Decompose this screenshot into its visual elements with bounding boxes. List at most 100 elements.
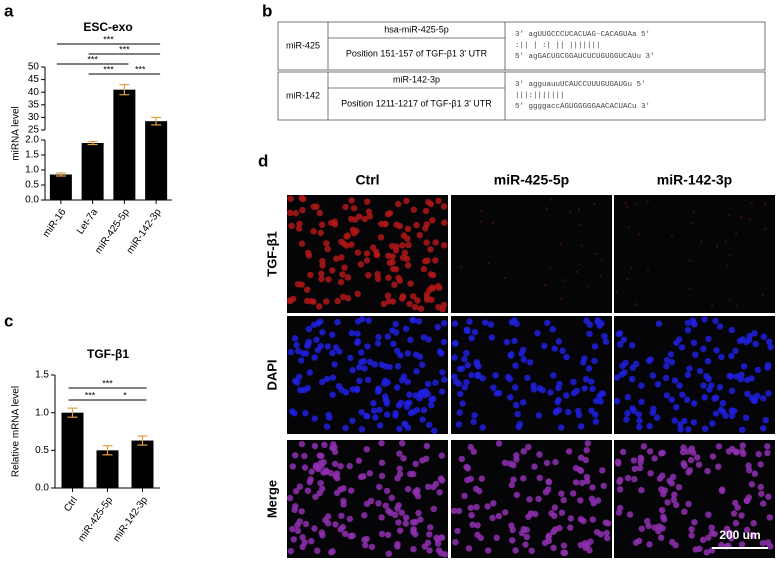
cell — [599, 390, 606, 397]
cell — [636, 417, 643, 424]
cell — [541, 342, 548, 350]
cell — [716, 323, 724, 330]
cell — [314, 320, 322, 327]
cell — [549, 198, 553, 201]
cell — [638, 486, 645, 494]
cell — [289, 525, 296, 533]
cell — [416, 395, 423, 402]
cell — [355, 457, 363, 464]
cell — [545, 486, 552, 493]
cell — [647, 356, 654, 363]
cell — [346, 462, 353, 470]
cell — [684, 396, 691, 403]
cell — [688, 526, 695, 533]
cell — [367, 497, 375, 505]
cell — [295, 225, 303, 232]
cell — [364, 198, 371, 205]
cell — [724, 240, 727, 243]
cell — [440, 338, 448, 346]
cell — [754, 392, 761, 399]
cell — [287, 209, 294, 216]
cell — [385, 531, 392, 538]
cell — [388, 494, 395, 501]
cell — [524, 374, 531, 382]
bar — [96, 450, 119, 488]
cell — [597, 531, 604, 538]
cell — [659, 449, 666, 456]
cell — [404, 262, 412, 269]
cell — [378, 440, 385, 447]
cell — [470, 418, 477, 425]
cell — [325, 276, 332, 283]
cell — [572, 464, 580, 472]
cell — [393, 221, 400, 228]
y-tick-label: 1.5 — [35, 370, 49, 381]
micrograph — [286, 440, 449, 558]
cell — [310, 298, 317, 305]
cell — [410, 546, 417, 553]
cell — [317, 229, 324, 237]
cell — [520, 346, 527, 354]
cell — [452, 340, 459, 347]
cell — [306, 369, 314, 376]
cell — [311, 525, 318, 532]
cell — [685, 426, 692, 433]
y-tick-label: 40 — [28, 87, 40, 98]
cell — [638, 382, 645, 389]
cell — [751, 397, 759, 404]
cell — [402, 514, 410, 521]
cell — [551, 512, 558, 520]
cell — [406, 391, 413, 398]
cell — [320, 459, 327, 466]
cell — [764, 443, 771, 450]
cell — [495, 440, 503, 447]
cell — [292, 452, 299, 459]
cell — [430, 505, 437, 513]
cell — [450, 507, 458, 515]
cell — [715, 463, 722, 470]
cell — [760, 395, 767, 402]
cell — [549, 326, 556, 333]
cell — [396, 277, 403, 284]
cell — [318, 275, 325, 283]
cell — [668, 396, 675, 403]
cell — [303, 297, 311, 305]
cell — [702, 425, 709, 432]
cell — [505, 373, 512, 381]
cell — [304, 487, 312, 494]
cell — [466, 318, 473, 325]
cell — [545, 208, 548, 211]
cell — [646, 422, 653, 430]
micrograph — [450, 440, 612, 558]
cell — [664, 499, 671, 506]
cell — [415, 509, 422, 517]
panel-letter: a — [4, 1, 14, 20]
cell — [700, 240, 703, 243]
cell — [287, 548, 294, 555]
cell — [384, 411, 391, 418]
cell — [525, 443, 532, 451]
cell — [490, 500, 497, 507]
cell — [406, 300, 413, 308]
cell — [638, 525, 645, 532]
cell — [691, 321, 698, 328]
cell — [458, 455, 465, 463]
cell — [599, 467, 606, 474]
cell — [690, 222, 693, 225]
cell — [433, 534, 440, 541]
cell — [287, 349, 295, 356]
cell — [624, 410, 631, 417]
cell — [593, 202, 596, 206]
cell — [286, 494, 294, 502]
cell — [575, 270, 578, 274]
cell — [708, 530, 716, 537]
cell — [663, 357, 671, 364]
cell — [691, 400, 698, 407]
cell — [646, 268, 650, 271]
cell — [629, 364, 637, 371]
cell — [474, 371, 482, 378]
cell — [709, 453, 717, 460]
cell — [298, 440, 306, 448]
cell — [638, 398, 645, 405]
cell — [412, 488, 419, 496]
